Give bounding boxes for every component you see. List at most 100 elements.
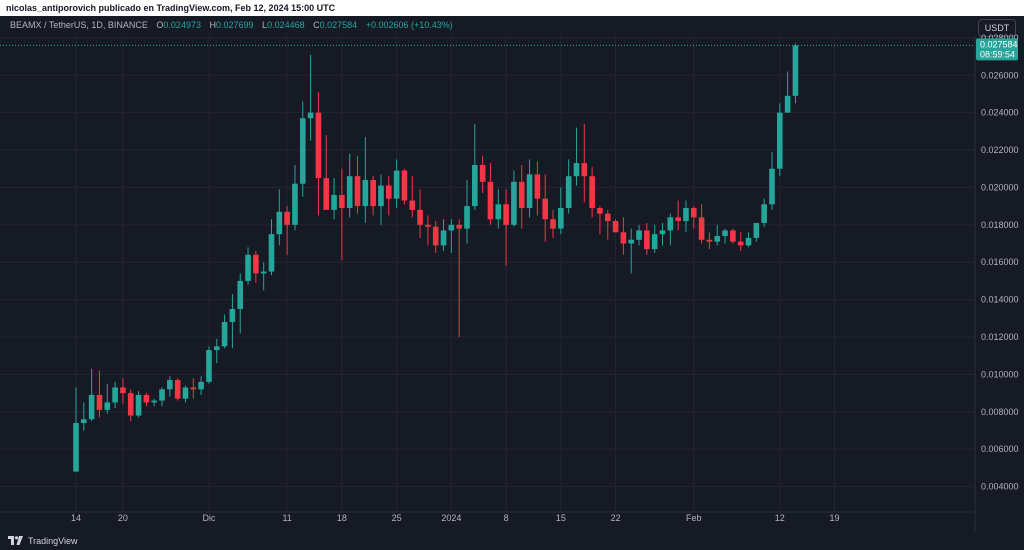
- x-tick-label: Dic: [202, 513, 215, 523]
- candle-body: [260, 271, 267, 274]
- y-tick-label: 0.006000: [981, 444, 1019, 454]
- candle: [174, 378, 181, 401]
- candle-body: [268, 234, 275, 272]
- candle-body: [143, 394, 150, 403]
- candle: [245, 247, 251, 285]
- y-tick-label: 0.012000: [981, 332, 1019, 342]
- candle: [472, 123, 478, 210]
- candle: [581, 123, 588, 203]
- candle: [253, 251, 259, 283]
- candle: [159, 387, 165, 407]
- candle-body: [472, 165, 478, 207]
- candle-body: [221, 322, 228, 347]
- candle: [714, 224, 721, 246]
- candle: [761, 198, 767, 227]
- y-tick-label: 0.018000: [981, 220, 1019, 230]
- candle: [206, 346, 212, 384]
- candle-body: [628, 239, 635, 244]
- y-tick-label: 0.004000: [981, 482, 1019, 492]
- candle: [737, 232, 744, 251]
- candle: [213, 338, 220, 364]
- candle-body: [425, 224, 431, 227]
- x-tick-label: 8: [504, 513, 509, 523]
- candle-body: [299, 118, 306, 184]
- candle-body: [292, 183, 298, 225]
- candle-body: [456, 224, 462, 229]
- candle-body: [667, 217, 674, 231]
- candle-body: [511, 181, 517, 225]
- candle-body: [550, 219, 556, 229]
- candle: [299, 101, 306, 197]
- candle-body: [386, 185, 392, 199]
- last-price-label: 0.027584: [980, 39, 1018, 49]
- candle-body: [213, 346, 220, 351]
- candle-body: [370, 179, 376, 207]
- candle: [339, 168, 345, 261]
- tradingview-logo-icon: [8, 534, 24, 550]
- candle: [229, 294, 236, 349]
- candle: [96, 370, 103, 418]
- x-tick-label: 2024: [441, 513, 461, 523]
- candle: [362, 136, 369, 223]
- candle: [378, 174, 384, 225]
- candle-body: [307, 112, 314, 119]
- high-label: H: [209, 20, 216, 30]
- candle: [354, 155, 361, 214]
- candle-body: [558, 208, 564, 229]
- candle: [659, 222, 666, 246]
- y-tick-label: 0.008000: [981, 407, 1019, 417]
- candle-body: [784, 95, 791, 113]
- candle: [722, 228, 728, 244]
- candle-body: [276, 211, 283, 235]
- y-tick-label: 0.028000: [981, 33, 1019, 43]
- candle-body: [284, 211, 290, 225]
- candle-body: [698, 217, 705, 240]
- candle-body: [612, 221, 619, 233]
- candle: [745, 232, 752, 248]
- candle-body: [565, 176, 572, 208]
- candle-body: [96, 394, 103, 410]
- candle: [448, 219, 455, 253]
- candle: [675, 200, 681, 231]
- candle-body: [761, 204, 767, 223]
- candle: [315, 92, 322, 216]
- candle: [386, 176, 392, 216]
- candle-body: [88, 394, 95, 420]
- candle-body: [573, 163, 580, 177]
- candle-body: [135, 394, 142, 416]
- candle-body: [253, 254, 259, 274]
- candle: [127, 389, 134, 422]
- candle-body: [182, 387, 189, 399]
- candle-body: [198, 381, 204, 390]
- candle-body: [393, 170, 400, 199]
- candle-body: [362, 179, 369, 207]
- candle: [573, 127, 580, 186]
- candle-body: [753, 222, 760, 238]
- last-price-badge: [976, 38, 1018, 61]
- candle-body: [495, 204, 502, 220]
- y-tick-label: 0.022000: [981, 145, 1019, 155]
- candle: [620, 217, 627, 255]
- candle: [651, 224, 658, 253]
- currency-button[interactable]: USDT: [978, 19, 1016, 37]
- candle: [276, 189, 283, 246]
- candle: [777, 103, 783, 177]
- countdown-label: 08:59:54: [980, 49, 1015, 59]
- candle: [401, 168, 408, 205]
- candle: [769, 151, 775, 210]
- candle: [495, 189, 502, 229]
- candle-body: [354, 176, 361, 207]
- y-tick-label: 0.016000: [981, 257, 1019, 267]
- candle-body: [81, 419, 87, 423]
- candle-body: [432, 226, 439, 246]
- symbol-name[interactable]: BEAMX / TetherUS, 1D, BINANCE: [10, 20, 148, 30]
- candle: [542, 174, 548, 242]
- footer-brand[interactable]: TradingView: [28, 536, 78, 546]
- candle-body: [589, 176, 595, 208]
- candle-body: [597, 208, 603, 214]
- candle: [143, 393, 150, 407]
- low-label: L: [262, 20, 268, 30]
- high-value: 0.027699: [215, 20, 254, 30]
- candle: [135, 391, 142, 418]
